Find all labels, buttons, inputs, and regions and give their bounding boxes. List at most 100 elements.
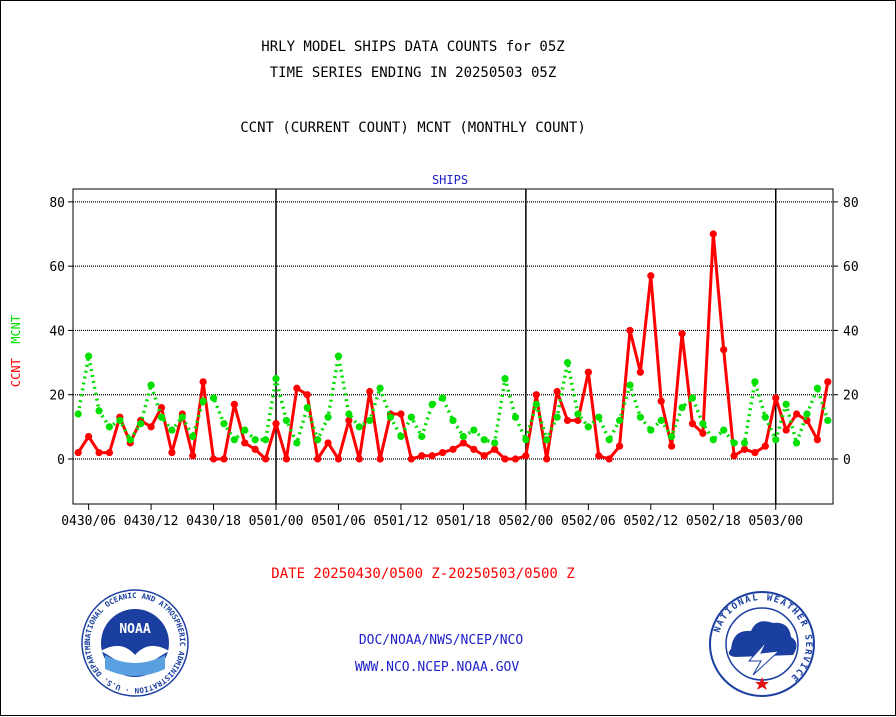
data-point-ccnt [605,455,613,463]
data-point-mcnt [407,413,415,421]
chart-title-line1: HRLY MODEL SHIPS DATA COUNTS for 05Z [261,39,565,55]
x-tick-label: 0503/00 [748,514,803,529]
data-point-ccnt [688,420,697,428]
data-point-mcnt [355,423,363,431]
data-point-mcnt [615,416,624,425]
data-point-ccnt [709,230,717,238]
data-point-ccnt [813,436,821,444]
data-point-mcnt [220,420,228,428]
data-point-ccnt [501,455,509,463]
data-point-ccnt [615,442,624,450]
data-point-ccnt [251,445,259,453]
data-point-ccnt [824,378,832,386]
data-point-mcnt [803,410,811,418]
data-point-ccnt [678,330,686,338]
x-tick-label: 0502/12 [623,514,678,529]
data-point-mcnt [272,375,280,383]
data-point-mcnt [137,420,145,428]
data-point-mcnt [782,400,790,408]
data-point-ccnt [293,384,301,392]
data-point-mcnt [438,394,447,402]
data-point-ccnt [241,439,249,447]
y-tick-label-left: 20 [49,389,65,404]
data-point-ccnt [220,455,228,463]
data-point-mcnt [324,413,332,421]
data-point-mcnt [751,378,759,386]
y-tick-label-left: 80 [49,196,65,211]
data-point-ccnt [230,400,238,408]
chart-subtitle: CCNT (CURRENT COUNT) MCNT (MONTHLY COUNT… [240,120,586,136]
date-range-label: DATE 20250430/0500 Z-20250503/0500 Z [271,566,575,582]
data-point-mcnt [282,416,291,425]
data-point-mcnt [626,381,634,389]
data-point-ccnt [189,452,197,460]
data-point-ccnt [470,445,478,453]
x-tick-label: 0501/12 [374,514,429,529]
data-point-ccnt [209,455,218,463]
data-point-ccnt [668,442,676,450]
data-point-mcnt [657,416,665,425]
x-tick-label: 0501/18 [436,514,491,529]
data-point-ccnt [772,394,780,402]
x-tick-label: 0430/06 [61,514,116,529]
data-point-ccnt [491,445,499,453]
data-point-mcnt [314,436,322,444]
y-tick-label-left: 60 [49,260,65,275]
data-point-mcnt [709,436,717,444]
data-point-mcnt [553,413,561,421]
data-point-mcnt [386,413,395,421]
data-point-ccnt [761,442,769,450]
data-point-mcnt [251,436,259,444]
data-point-ccnt [584,368,592,376]
data-series [74,230,832,463]
data-point-ccnt [85,432,93,441]
data-point-mcnt [772,436,780,444]
data-point-mcnt [470,426,478,434]
data-point-mcnt [647,426,655,434]
data-point-mcnt [543,436,551,444]
data-point-ccnt [657,397,665,405]
data-point-ccnt [626,326,634,335]
data-point-mcnt [688,394,697,402]
noaa-logo: NATIONAL OCEANIC AND ATMOSPHERIC ADMINIS… [81,589,189,697]
data-point-ccnt [543,455,551,463]
data-point-ccnt [314,455,322,463]
data-point-mcnt [824,416,832,425]
data-point-mcnt [720,426,728,434]
data-point-mcnt [334,352,343,360]
data-point-ccnt [74,448,82,457]
data-point-ccnt [595,452,603,460]
data-point-ccnt [105,448,114,457]
x-tick-label: 0430/18 [186,514,241,529]
tick-labels: 0 0 20 20 40 40 60 60 80 80 0430/06 0430/12 0430/18 0… [49,196,858,529]
data-point-ccnt [376,455,384,463]
data-point-mcnt [595,413,603,421]
data-point-ccnt [511,455,520,463]
data-point-mcnt [418,432,426,441]
x-tick-label: 0502/00 [498,514,553,529]
data-point-mcnt [522,436,530,444]
data-point-mcnt [428,400,436,408]
data-point-mcnt [376,384,384,392]
data-point-mcnt [303,403,311,412]
y-tick-label-right: 0 [843,453,851,468]
series-line-ccnt [76,232,830,461]
data-point-mcnt [730,439,738,447]
data-point-mcnt [678,403,686,412]
data-point-ccnt [730,452,738,460]
data-point-mcnt [178,413,186,421]
data-point-ccnt [407,455,415,463]
panel-label: SHIPS [431,173,469,187]
x-tick-label: 0502/18 [686,514,741,529]
data-point-ccnt [751,448,759,457]
x-tick-label: 0430/12 [124,514,179,529]
data-point-ccnt [449,445,457,453]
axes-box [72,188,834,505]
credit-website-link[interactable]: WWW.NCO.NCEP.NOAA.GOV [354,660,520,675]
data-point-mcnt [262,436,270,444]
x-tick-label: 0502/06 [561,514,616,529]
data-point-mcnt [532,400,540,408]
data-point-ccnt [303,391,311,399]
data-point-ccnt [459,439,468,447]
